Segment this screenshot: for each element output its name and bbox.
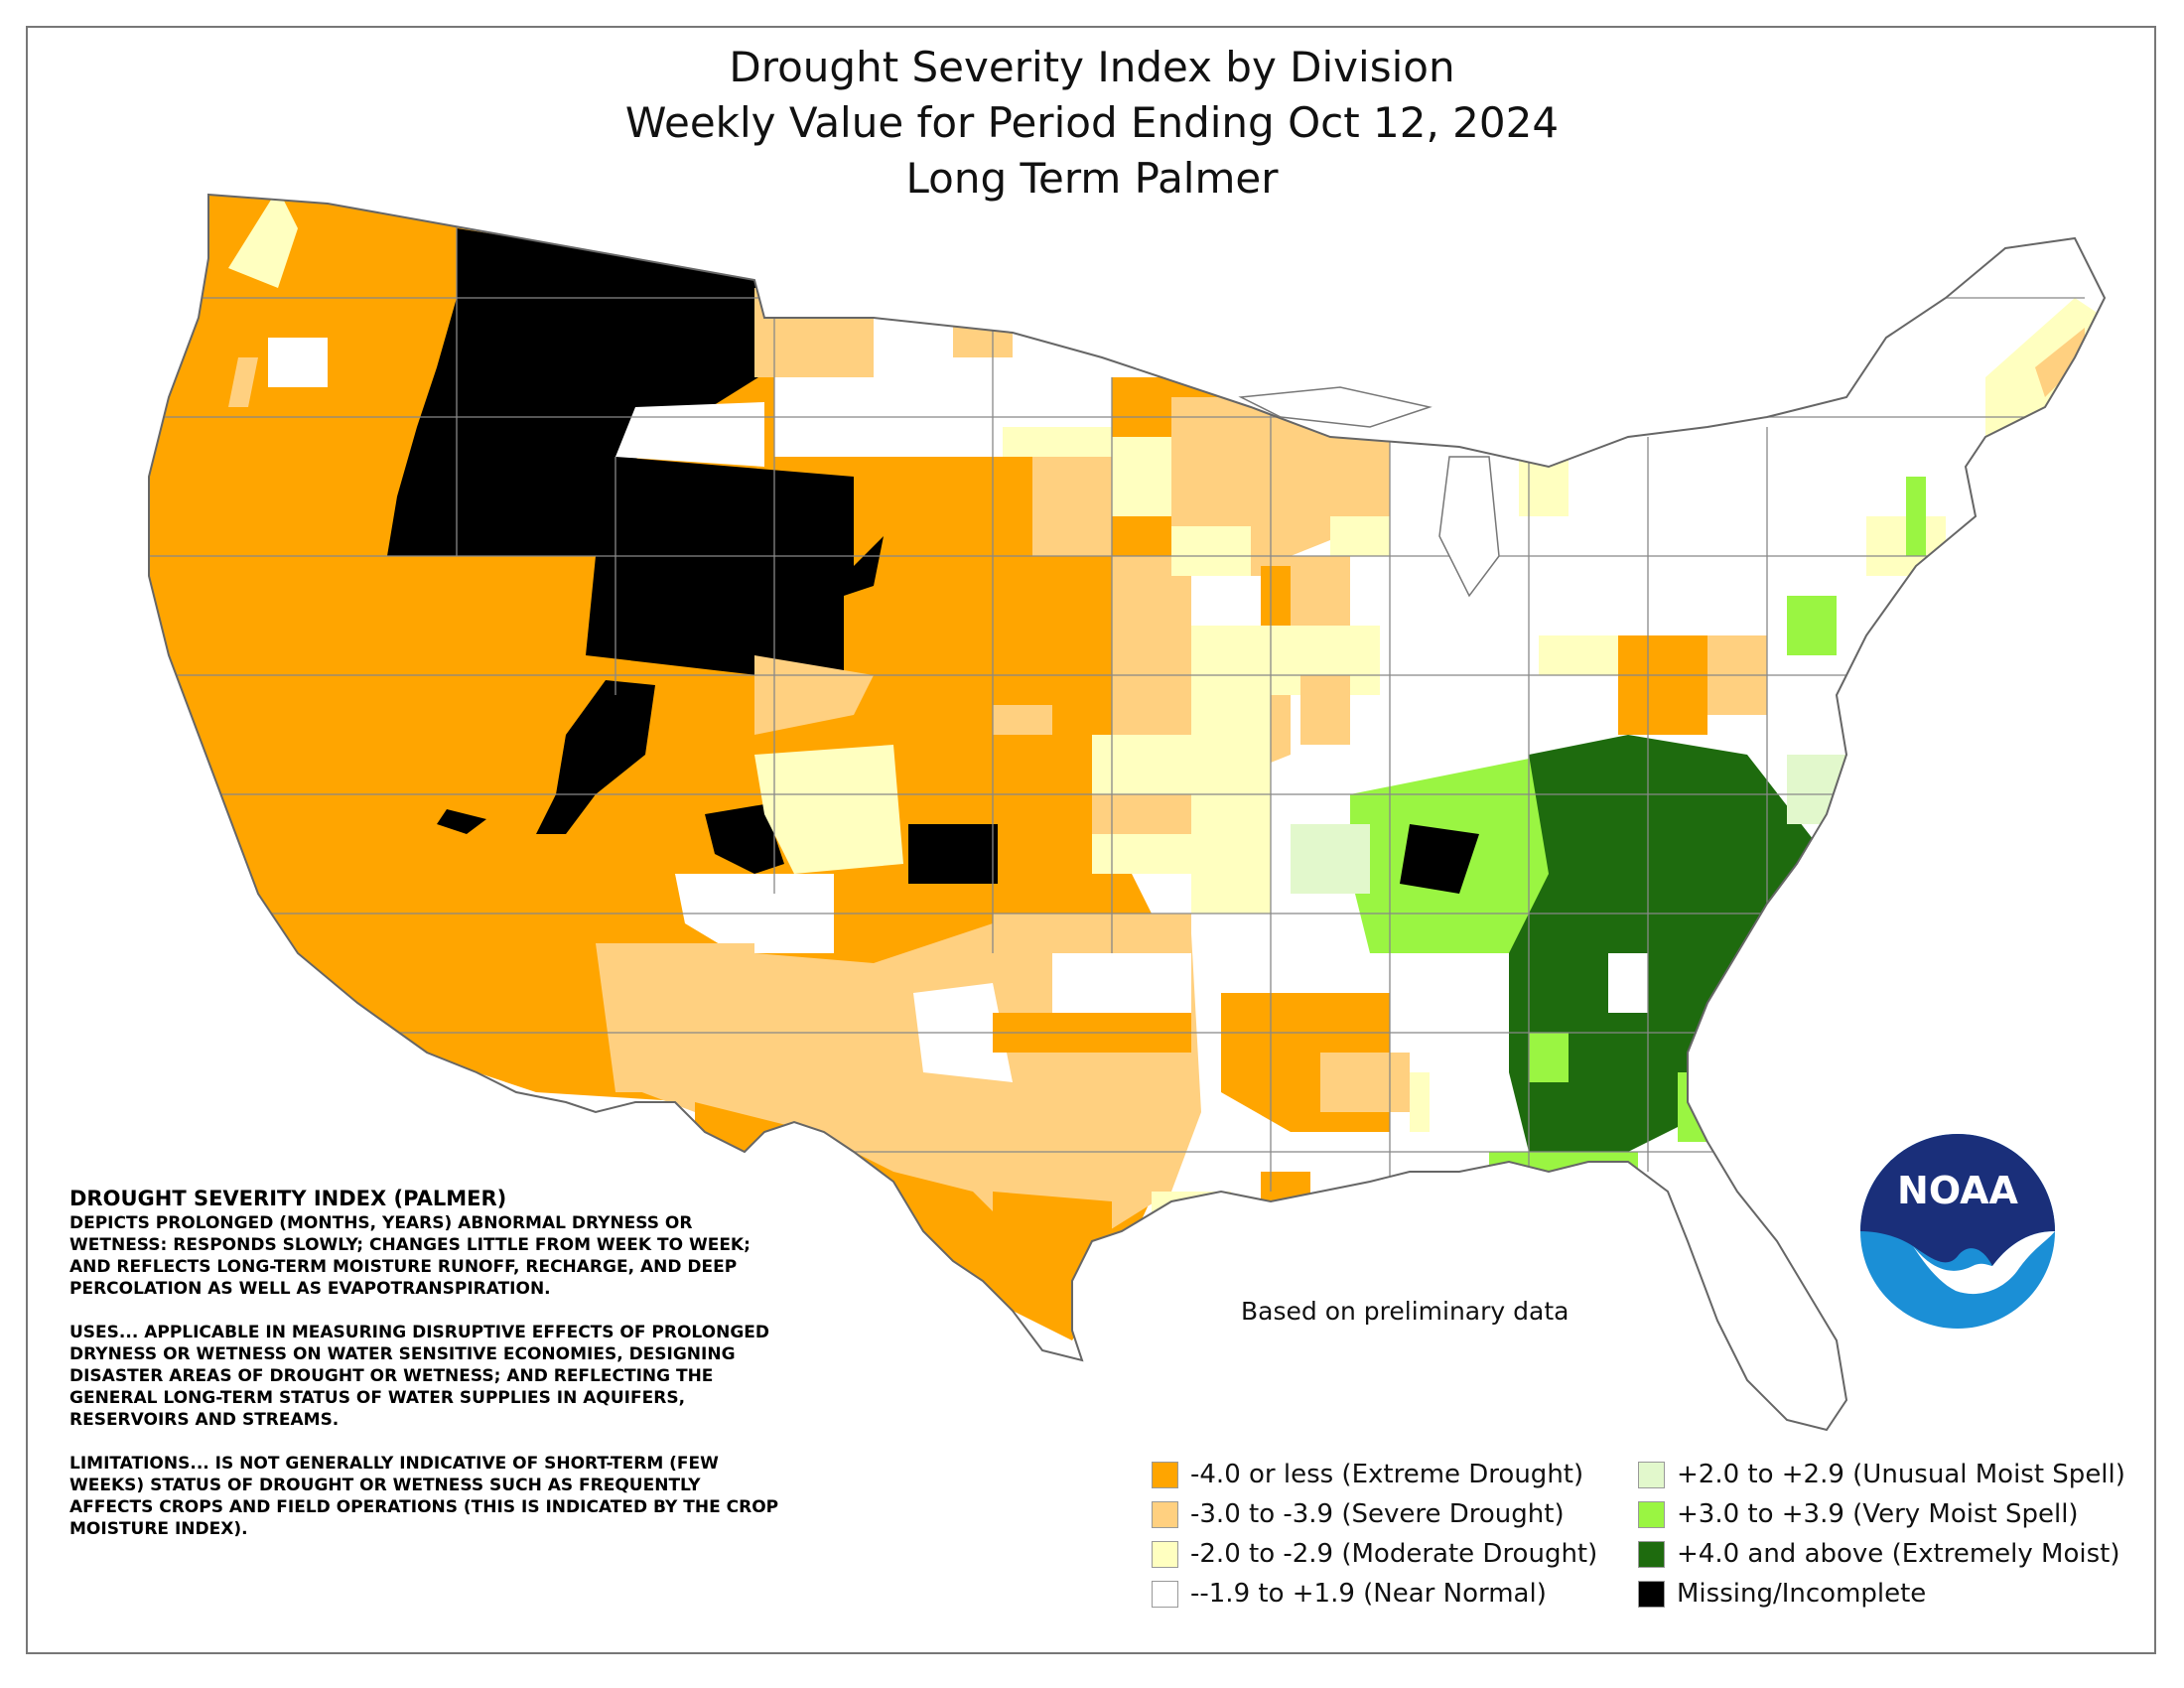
region-missing-kentucky — [1400, 824, 1479, 894]
legend-swatch — [1152, 1500, 1178, 1528]
region-unusual-moist-va — [1787, 755, 1846, 824]
region-moderate-michigan-n — [1519, 447, 1569, 516]
legend-swatch — [1152, 1540, 1178, 1568]
title-block: Drought Severity Index by Division Weekl… — [397, 40, 1787, 207]
region-severe-arizona — [596, 943, 754, 1092]
noaa-logo: NOAA — [1860, 1134, 2055, 1329]
legend-label: -4.0 or less (Extreme Drought) — [1190, 1460, 1584, 1489]
title-line-1: Drought Severity Index by Division — [729, 43, 1455, 91]
region-missing-kansas — [908, 824, 998, 884]
region-extreme-ohio — [1618, 635, 1707, 735]
region-moderate-washington — [228, 195, 298, 288]
map-frame — [26, 26, 2156, 1654]
region-normal-wa — [268, 338, 328, 387]
legend-label: +3.0 to +3.9 (Very Moist Spell) — [1677, 1499, 2079, 1529]
lake-michigan — [1438, 456, 1500, 598]
region-extremely-moist-southeast — [1509, 735, 1817, 1162]
region-moderate-minnesota — [1112, 437, 1171, 516]
region-missing-montana-idaho — [387, 228, 774, 556]
region-missing-wyoming — [586, 457, 884, 685]
region-unusual-moist-missouri — [1291, 824, 1370, 894]
region-very-moist-alabama — [1529, 1033, 1569, 1082]
legend-swatch — [1638, 1500, 1665, 1528]
region-moderate-sd — [1003, 427, 1112, 457]
legend-item-extremely-moist: +4.0 and above (Extremely Moist) — [1638, 1537, 2119, 1571]
region-normal-nd — [864, 377, 933, 437]
legend-swatch — [1638, 1580, 1665, 1608]
region-severe-sd — [1032, 457, 1112, 556]
region-normal-oklahoma — [1052, 953, 1191, 1013]
region-moderate-alabama — [1410, 1072, 1430, 1132]
legend-item-severe-drought: -3.0 to -3.9 (Severe Drought) — [1152, 1497, 1565, 1531]
region-extreme-delaware — [1846, 755, 1876, 814]
region-severe-illinois — [1300, 675, 1350, 745]
region-normal-georgia — [1608, 953, 1648, 1013]
region-moderate-indiana — [1539, 635, 1618, 675]
region-severe-montana-e — [754, 288, 874, 377]
description-heading: DROUGHT SEVERITY INDEX (PALMER) — [69, 1187, 507, 1210]
region-moderate-texas-coast — [1152, 1192, 1231, 1251]
region-missing-nevada — [437, 809, 486, 834]
region-normal-wyoming — [615, 402, 764, 467]
legend-item-very-moist: +3.0 to +3.9 (Very Moist Spell) — [1638, 1497, 2079, 1531]
description-panel: DROUGHT SEVERITY INDEX (PALMER) DEPICTS … — [69, 1185, 784, 1562]
legend: -4.0 or less (Extreme Drought) -3.0 to -… — [1152, 1458, 2154, 1626]
legend-swatch — [1638, 1461, 1665, 1488]
legend-label: --1.9 to +1.9 (Near Normal) — [1190, 1579, 1547, 1609]
description-limitations: LIMITATIONS... IS NOT GENERALLY INDICATI… — [69, 1454, 779, 1539]
region-missing-utah — [536, 680, 655, 834]
region-moderate-connecticut — [1926, 576, 1966, 616]
description-depicts: DEPICTS PROLONGED (MONTHS, YEARS) ABNORM… — [69, 1213, 751, 1299]
region-very-moist-florida-panhandle — [1489, 1152, 1638, 1201]
region-moderate-iowa — [1171, 526, 1251, 576]
region-extreme-new-jersey — [1866, 695, 1906, 774]
region-moderate-wisconsin — [1330, 516, 1390, 556]
region-moderate-arkansas — [1191, 794, 1271, 914]
legend-item-near-normal: --1.9 to +1.9 (Near Normal) — [1152, 1577, 1547, 1611]
legend-label: -3.0 to -3.9 (Severe Drought) — [1190, 1499, 1565, 1529]
legend-label: +4.0 and above (Extremely Moist) — [1677, 1539, 2120, 1569]
legend-item-moderate-drought: -2.0 to -2.9 (Moderate Drought) — [1152, 1537, 1597, 1571]
region-severe-kansas — [993, 705, 1052, 735]
region-extreme-minnesota-n — [1171, 328, 1241, 397]
region-severe-kansas-s — [1092, 794, 1191, 834]
legend-item-extreme-drought: -4.0 or less (Extreme Drought) — [1152, 1458, 1583, 1491]
region-moderate-kansas — [1092, 735, 1191, 794]
title-line-2: Weekly Value for Period Ending Oct 12, 2… — [624, 98, 1560, 147]
region-severe-oklahoma — [993, 914, 1191, 953]
preliminary-note: Based on preliminary data — [1241, 1297, 1570, 1326]
region-moderate-colorado — [754, 745, 903, 874]
region-moderate-ok-n — [1092, 834, 1191, 874]
legend-swatch — [1152, 1461, 1178, 1488]
region-severe-mississippi — [1320, 1053, 1410, 1112]
legend-item-missing: Missing/Incomplete — [1638, 1577, 1926, 1611]
us-outline — [148, 193, 2107, 1432]
lake-superior — [1238, 386, 1433, 428]
legend-label: +2.0 to +2.9 (Unusual Moist Spell) — [1677, 1460, 2125, 1489]
region-missing-colorado-sw — [705, 804, 784, 874]
region-very-moist-pa — [1787, 596, 1837, 655]
region-moderate-kansas-e — [1191, 695, 1271, 794]
legend-item-unusual-moist: +2.0 to +2.9 (Unusual Moist Spell) — [1638, 1458, 2125, 1491]
logo-text: NOAA — [1897, 1169, 2018, 1212]
region-very-moist-vermont — [1906, 477, 1926, 556]
legend-label: Missing/Incomplete — [1677, 1579, 1927, 1609]
region-severe-illinois-n — [1291, 556, 1350, 626]
region-normal-iowa — [1191, 576, 1261, 635]
region-severe-maine — [2035, 328, 2085, 397]
logo-bird-top — [1860, 1134, 2055, 1266]
region-unusual-moist-nc — [1787, 894, 1846, 973]
region-moderate-missouri — [1191, 626, 1380, 695]
region-severe-oregon — [228, 357, 258, 407]
legend-swatch — [1638, 1540, 1665, 1568]
legend-label: -2.0 to -2.9 (Moderate Drought) — [1190, 1539, 1598, 1569]
legend-swatch — [1152, 1580, 1178, 1608]
title-line-3: Long Term Palmer — [905, 154, 1279, 203]
description-uses: USES... APPLICABLE IN MEASURING DISRUPTI… — [69, 1323, 770, 1430]
logo-bird-wing — [1913, 1231, 2055, 1295]
